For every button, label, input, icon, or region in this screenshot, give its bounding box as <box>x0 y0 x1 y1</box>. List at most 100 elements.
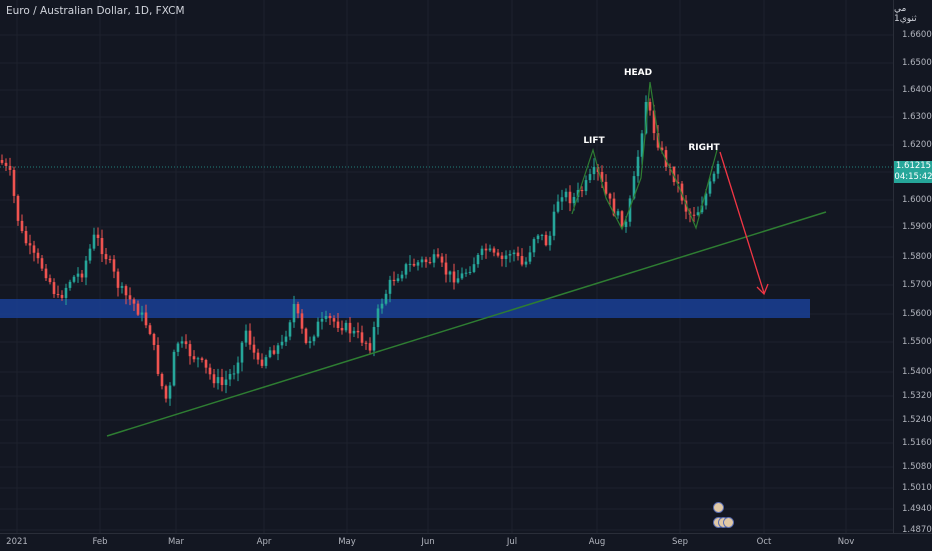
candle-body <box>412 263 416 266</box>
candle-body <box>672 166 676 183</box>
candle-body <box>68 281 72 288</box>
candle-body <box>8 165 12 170</box>
candle-body <box>4 162 8 166</box>
candle-body <box>660 147 664 151</box>
candle-body <box>632 176 636 199</box>
candle-body <box>460 273 464 279</box>
time-tick-label: 2021 <box>6 537 28 547</box>
candle-body <box>468 271 472 273</box>
price-tick-label: 1.53200 <box>902 391 932 401</box>
candle-body <box>136 303 140 315</box>
time-scale[interactable]: 2021 Feb Mar Apr May Jun Jul Aug Sep Oct Nov <box>0 533 932 551</box>
candle-body <box>652 110 656 134</box>
candle-body <box>456 278 460 283</box>
candle-body <box>420 259 424 263</box>
candle-body <box>472 264 476 272</box>
trendline <box>106 211 827 437</box>
candle-body <box>320 318 324 322</box>
candle-body <box>364 342 368 344</box>
candle-body <box>24 230 28 244</box>
price-tick-label: 1.64000 <box>902 85 932 95</box>
candle-body <box>20 220 24 231</box>
candle-body <box>32 245 36 253</box>
candle-body <box>168 385 172 399</box>
candle-body <box>552 211 556 236</box>
candle-body <box>528 252 532 262</box>
candle-body <box>304 328 308 343</box>
candle-body <box>76 273 80 277</box>
label-left-shoulder[interactable]: LIFT <box>583 136 605 146</box>
candle-body <box>212 374 216 384</box>
candle-body <box>292 304 296 323</box>
candle-body <box>480 248 484 255</box>
price-tick-label: 1.59000 <box>902 222 932 232</box>
candle-body <box>72 276 76 282</box>
candle-body <box>48 278 52 283</box>
candle-body <box>180 341 184 344</box>
candle-body <box>448 271 452 275</box>
candle-body <box>208 367 212 375</box>
candle-body <box>356 330 360 333</box>
candle-body <box>636 156 640 177</box>
candle-body <box>524 261 528 265</box>
candle-body <box>144 312 148 326</box>
candle-body <box>340 327 344 331</box>
price-tick-label: 1.60000 <box>902 195 932 205</box>
price-tick-label: 1.56000 <box>902 309 932 319</box>
candle-body <box>28 243 32 246</box>
candle-body <box>396 278 400 282</box>
candle-body <box>288 322 292 337</box>
time-tick-label: Apr <box>256 537 272 547</box>
price-tick-label: 1.48700 <box>902 525 932 535</box>
candle-body <box>220 377 224 385</box>
event-badge-icon[interactable] <box>713 502 724 513</box>
candle-body <box>692 214 696 216</box>
candle-body <box>192 356 196 360</box>
candle-body <box>196 358 200 360</box>
candle-body <box>244 330 248 343</box>
candle-body <box>300 313 304 329</box>
candle-body <box>240 342 244 363</box>
time-tick-label: Mar <box>167 537 185 547</box>
candle-body <box>120 286 124 288</box>
candle-body <box>16 195 20 221</box>
price-tick-label: 1.62000 <box>902 140 932 150</box>
label-right-shoulder[interactable]: RIGHT <box>688 143 720 153</box>
candle-body <box>44 268 48 279</box>
scale-header: مي ثنوي1 <box>894 4 917 24</box>
candle-body <box>204 359 208 368</box>
candle-body <box>532 239 536 253</box>
candle-body <box>580 190 584 192</box>
symbol-title[interactable]: Euro / Australian Dollar, 1D, FXCM <box>6 5 185 17</box>
price-tick-label: 1.52400 <box>902 415 932 425</box>
candle-body <box>368 343 372 351</box>
price-tick-label: 1.63000 <box>902 112 932 122</box>
candle-body <box>276 345 280 354</box>
price-tick-label: 1.55000 <box>902 337 932 347</box>
candle-body <box>100 238 104 255</box>
candle-body <box>504 255 508 259</box>
candle-body <box>256 352 260 360</box>
candle-body <box>216 377 220 384</box>
candle-body <box>416 262 420 266</box>
candle-body <box>696 212 700 216</box>
event-badge-icon[interactable] <box>723 517 734 528</box>
candle-body <box>500 255 504 259</box>
candle-body <box>436 254 440 257</box>
candle-body <box>84 260 88 278</box>
candle-body <box>200 358 204 360</box>
last-price-value: 1.61215 <box>895 161 932 171</box>
candle-body <box>380 303 384 309</box>
candle-body <box>664 150 668 167</box>
candle-body <box>128 295 132 300</box>
chart-canvas[interactable] <box>0 0 893 533</box>
label-head[interactable]: HEAD <box>623 68 653 78</box>
candle-body <box>372 327 376 351</box>
candle-body <box>324 316 328 319</box>
candle-body <box>488 248 492 251</box>
pattern-outline <box>571 81 718 231</box>
chart-area[interactable]: Euro / Australian Dollar, 1D, FXCM LIFT … <box>0 0 893 533</box>
candle-body <box>12 169 16 196</box>
price-scale[interactable]: مي ثنوي1 1.66000 1.65000 1.64000 1.63000 1.6… <box>893 0 932 535</box>
candle-body <box>152 333 156 345</box>
